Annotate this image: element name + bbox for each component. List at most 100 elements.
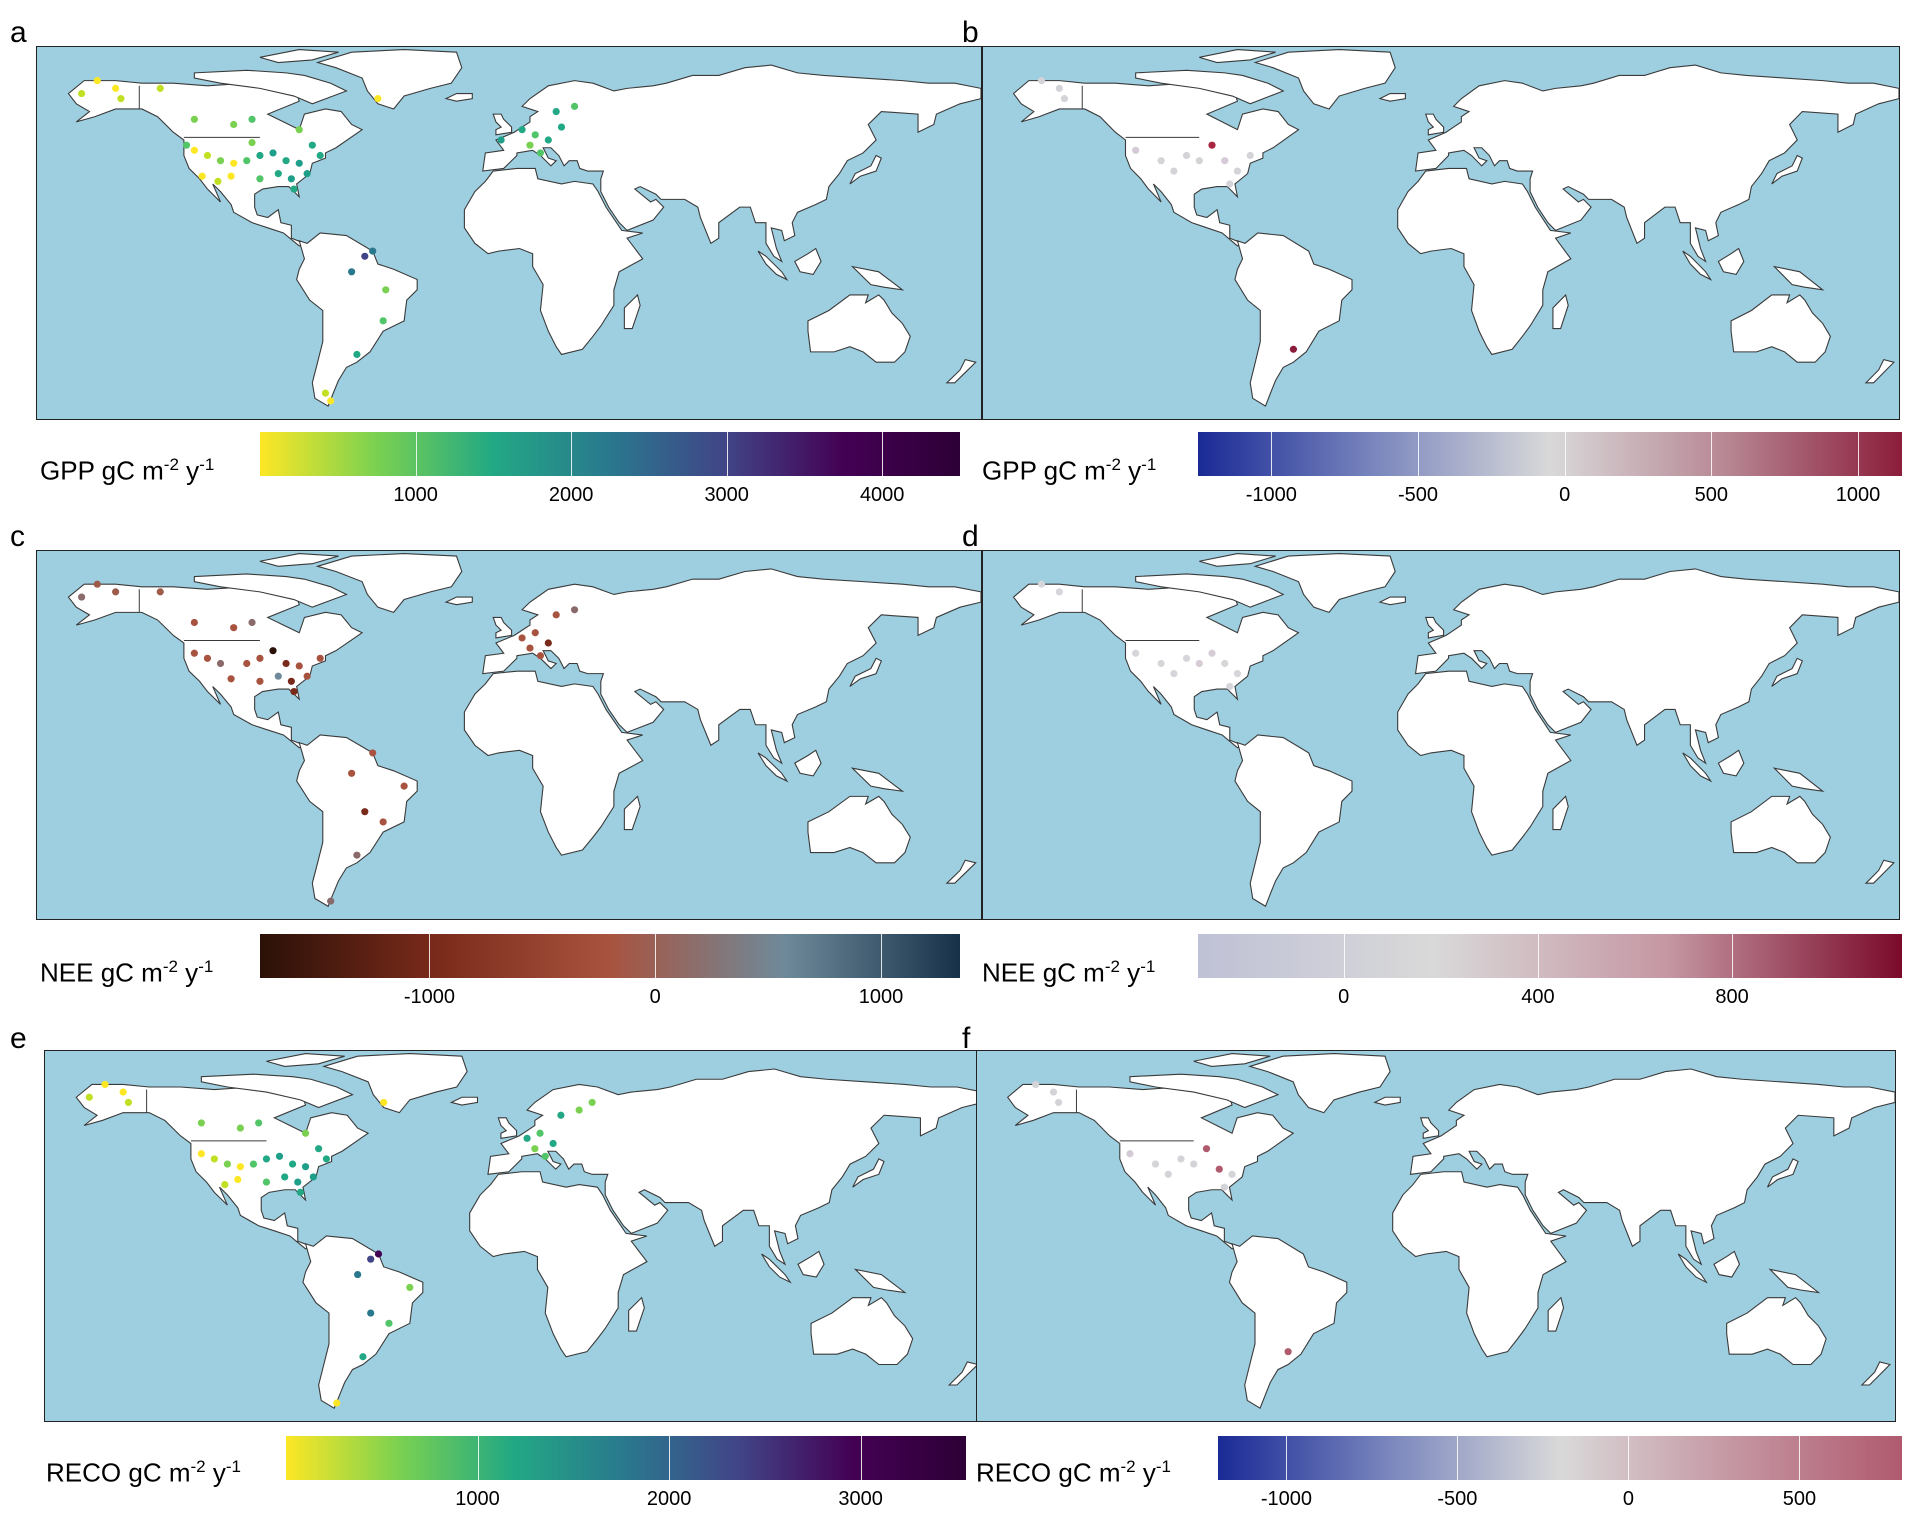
land-mass bbox=[200, 1073, 354, 1109]
site-marker bbox=[93, 580, 101, 588]
site-marker bbox=[1049, 1088, 1058, 1096]
site-marker bbox=[301, 1129, 310, 1137]
site-marker bbox=[379, 818, 387, 826]
colorbar bbox=[1198, 432, 1902, 476]
site-marker bbox=[321, 389, 330, 397]
land-mass bbox=[1424, 113, 1445, 136]
legend-unit: y bbox=[205, 1457, 226, 1488]
site-marker bbox=[1228, 1170, 1236, 1178]
land-mass bbox=[850, 265, 905, 291]
legend-unit: gC m bbox=[128, 1457, 191, 1488]
land-mass bbox=[1247, 1053, 1391, 1114]
land-mass bbox=[1409, 1068, 1895, 1266]
colorbar-tick-label: 1000 bbox=[1835, 484, 1881, 506]
colorbar bbox=[260, 432, 960, 476]
map-svg bbox=[1012, 553, 1899, 908]
site-marker bbox=[1233, 670, 1242, 678]
land-mass bbox=[482, 568, 981, 765]
site-marker bbox=[1055, 588, 1063, 596]
site-marker bbox=[382, 286, 390, 294]
colorbar bbox=[1198, 934, 1902, 978]
site-marker bbox=[531, 131, 539, 139]
site-marker bbox=[369, 749, 377, 757]
site-marker bbox=[1284, 1348, 1292, 1356]
site-marker bbox=[216, 157, 225, 165]
site-marker bbox=[101, 1080, 109, 1088]
site-marker bbox=[243, 157, 251, 165]
legend-unit: gC m bbox=[1042, 957, 1105, 988]
land-mass bbox=[850, 767, 905, 793]
site-marker bbox=[1055, 1098, 1063, 1107]
site-marker bbox=[295, 159, 303, 167]
legend-exponent: -2 bbox=[162, 957, 178, 976]
site-marker bbox=[1221, 659, 1229, 668]
site-marker bbox=[309, 1173, 317, 1181]
legend-exponent: -1 bbox=[199, 455, 215, 474]
land-mass bbox=[497, 1117, 518, 1139]
panel-letter: c bbox=[10, 520, 25, 553]
legend-exponent: -1 bbox=[1140, 957, 1156, 976]
site-marker bbox=[255, 1119, 263, 1127]
land-mass bbox=[315, 553, 463, 614]
land-mass bbox=[623, 293, 641, 330]
site-marker bbox=[374, 1250, 383, 1258]
site-marker bbox=[1037, 77, 1046, 85]
site-marker bbox=[369, 247, 377, 255]
colorbar-tick-label: 500 bbox=[1694, 484, 1728, 506]
legend-exponent: -2 bbox=[1104, 957, 1120, 976]
site-marker bbox=[275, 1152, 284, 1160]
site-marker bbox=[248, 618, 256, 627]
site-marker bbox=[190, 146, 198, 154]
site-marker bbox=[1220, 1183, 1228, 1191]
site-marker bbox=[1226, 682, 1234, 691]
land-mass bbox=[1864, 358, 1895, 384]
site-marker bbox=[294, 1178, 302, 1186]
site-marker bbox=[541, 1152, 549, 1160]
site-marker bbox=[1170, 670, 1178, 678]
land-mass bbox=[945, 358, 977, 384]
land-mass bbox=[266, 1053, 345, 1067]
site-marker bbox=[1151, 1160, 1160, 1168]
site-marker bbox=[1060, 95, 1069, 103]
site-marker bbox=[249, 1160, 258, 1168]
land-mass bbox=[1378, 596, 1406, 606]
site-marker bbox=[274, 672, 282, 680]
site-marker bbox=[1208, 141, 1216, 149]
land-mass bbox=[1860, 1361, 1891, 1386]
colorbar-tick-label: -500 bbox=[1437, 1488, 1478, 1510]
site-marker bbox=[112, 588, 120, 596]
land-mass bbox=[1682, 752, 1713, 783]
site-marker bbox=[214, 177, 222, 185]
land-mass bbox=[1768, 1268, 1821, 1294]
world-map bbox=[44, 1050, 984, 1422]
colorbar-tick bbox=[477, 1436, 479, 1480]
land-mass bbox=[849, 154, 883, 185]
site-marker bbox=[322, 1155, 330, 1163]
land-mass bbox=[1730, 294, 1831, 363]
site-marker bbox=[1164, 1170, 1172, 1178]
colorbar-tick bbox=[726, 432, 728, 476]
legend-variable: GPP bbox=[40, 455, 95, 486]
colorbar-tick-label: 3000 bbox=[838, 1488, 883, 1510]
land-mass bbox=[1771, 154, 1804, 185]
legend-exponent: -1 bbox=[198, 957, 214, 976]
legend-title: GPP gC m-2 y-1 bbox=[40, 450, 214, 486]
colorbar-tick-label: -1000 bbox=[1260, 1488, 1312, 1510]
site-marker bbox=[526, 141, 534, 149]
site-marker bbox=[274, 170, 282, 178]
legend-variable: RECO bbox=[46, 1457, 122, 1488]
land-mass bbox=[1717, 749, 1745, 777]
site-marker bbox=[236, 1124, 244, 1132]
land-mass bbox=[482, 64, 981, 263]
site-marker bbox=[315, 1145, 323, 1153]
site-marker bbox=[78, 593, 86, 601]
site-marker bbox=[1182, 151, 1191, 160]
panel-letter: b bbox=[962, 16, 979, 49]
site-marker bbox=[248, 115, 256, 123]
land-mass bbox=[193, 69, 348, 105]
colorbar-tick bbox=[860, 1436, 862, 1480]
site-marker bbox=[367, 1255, 375, 1263]
site-marker bbox=[1246, 151, 1254, 160]
site-marker bbox=[234, 1175, 242, 1184]
panel-letter: e bbox=[10, 1022, 27, 1055]
